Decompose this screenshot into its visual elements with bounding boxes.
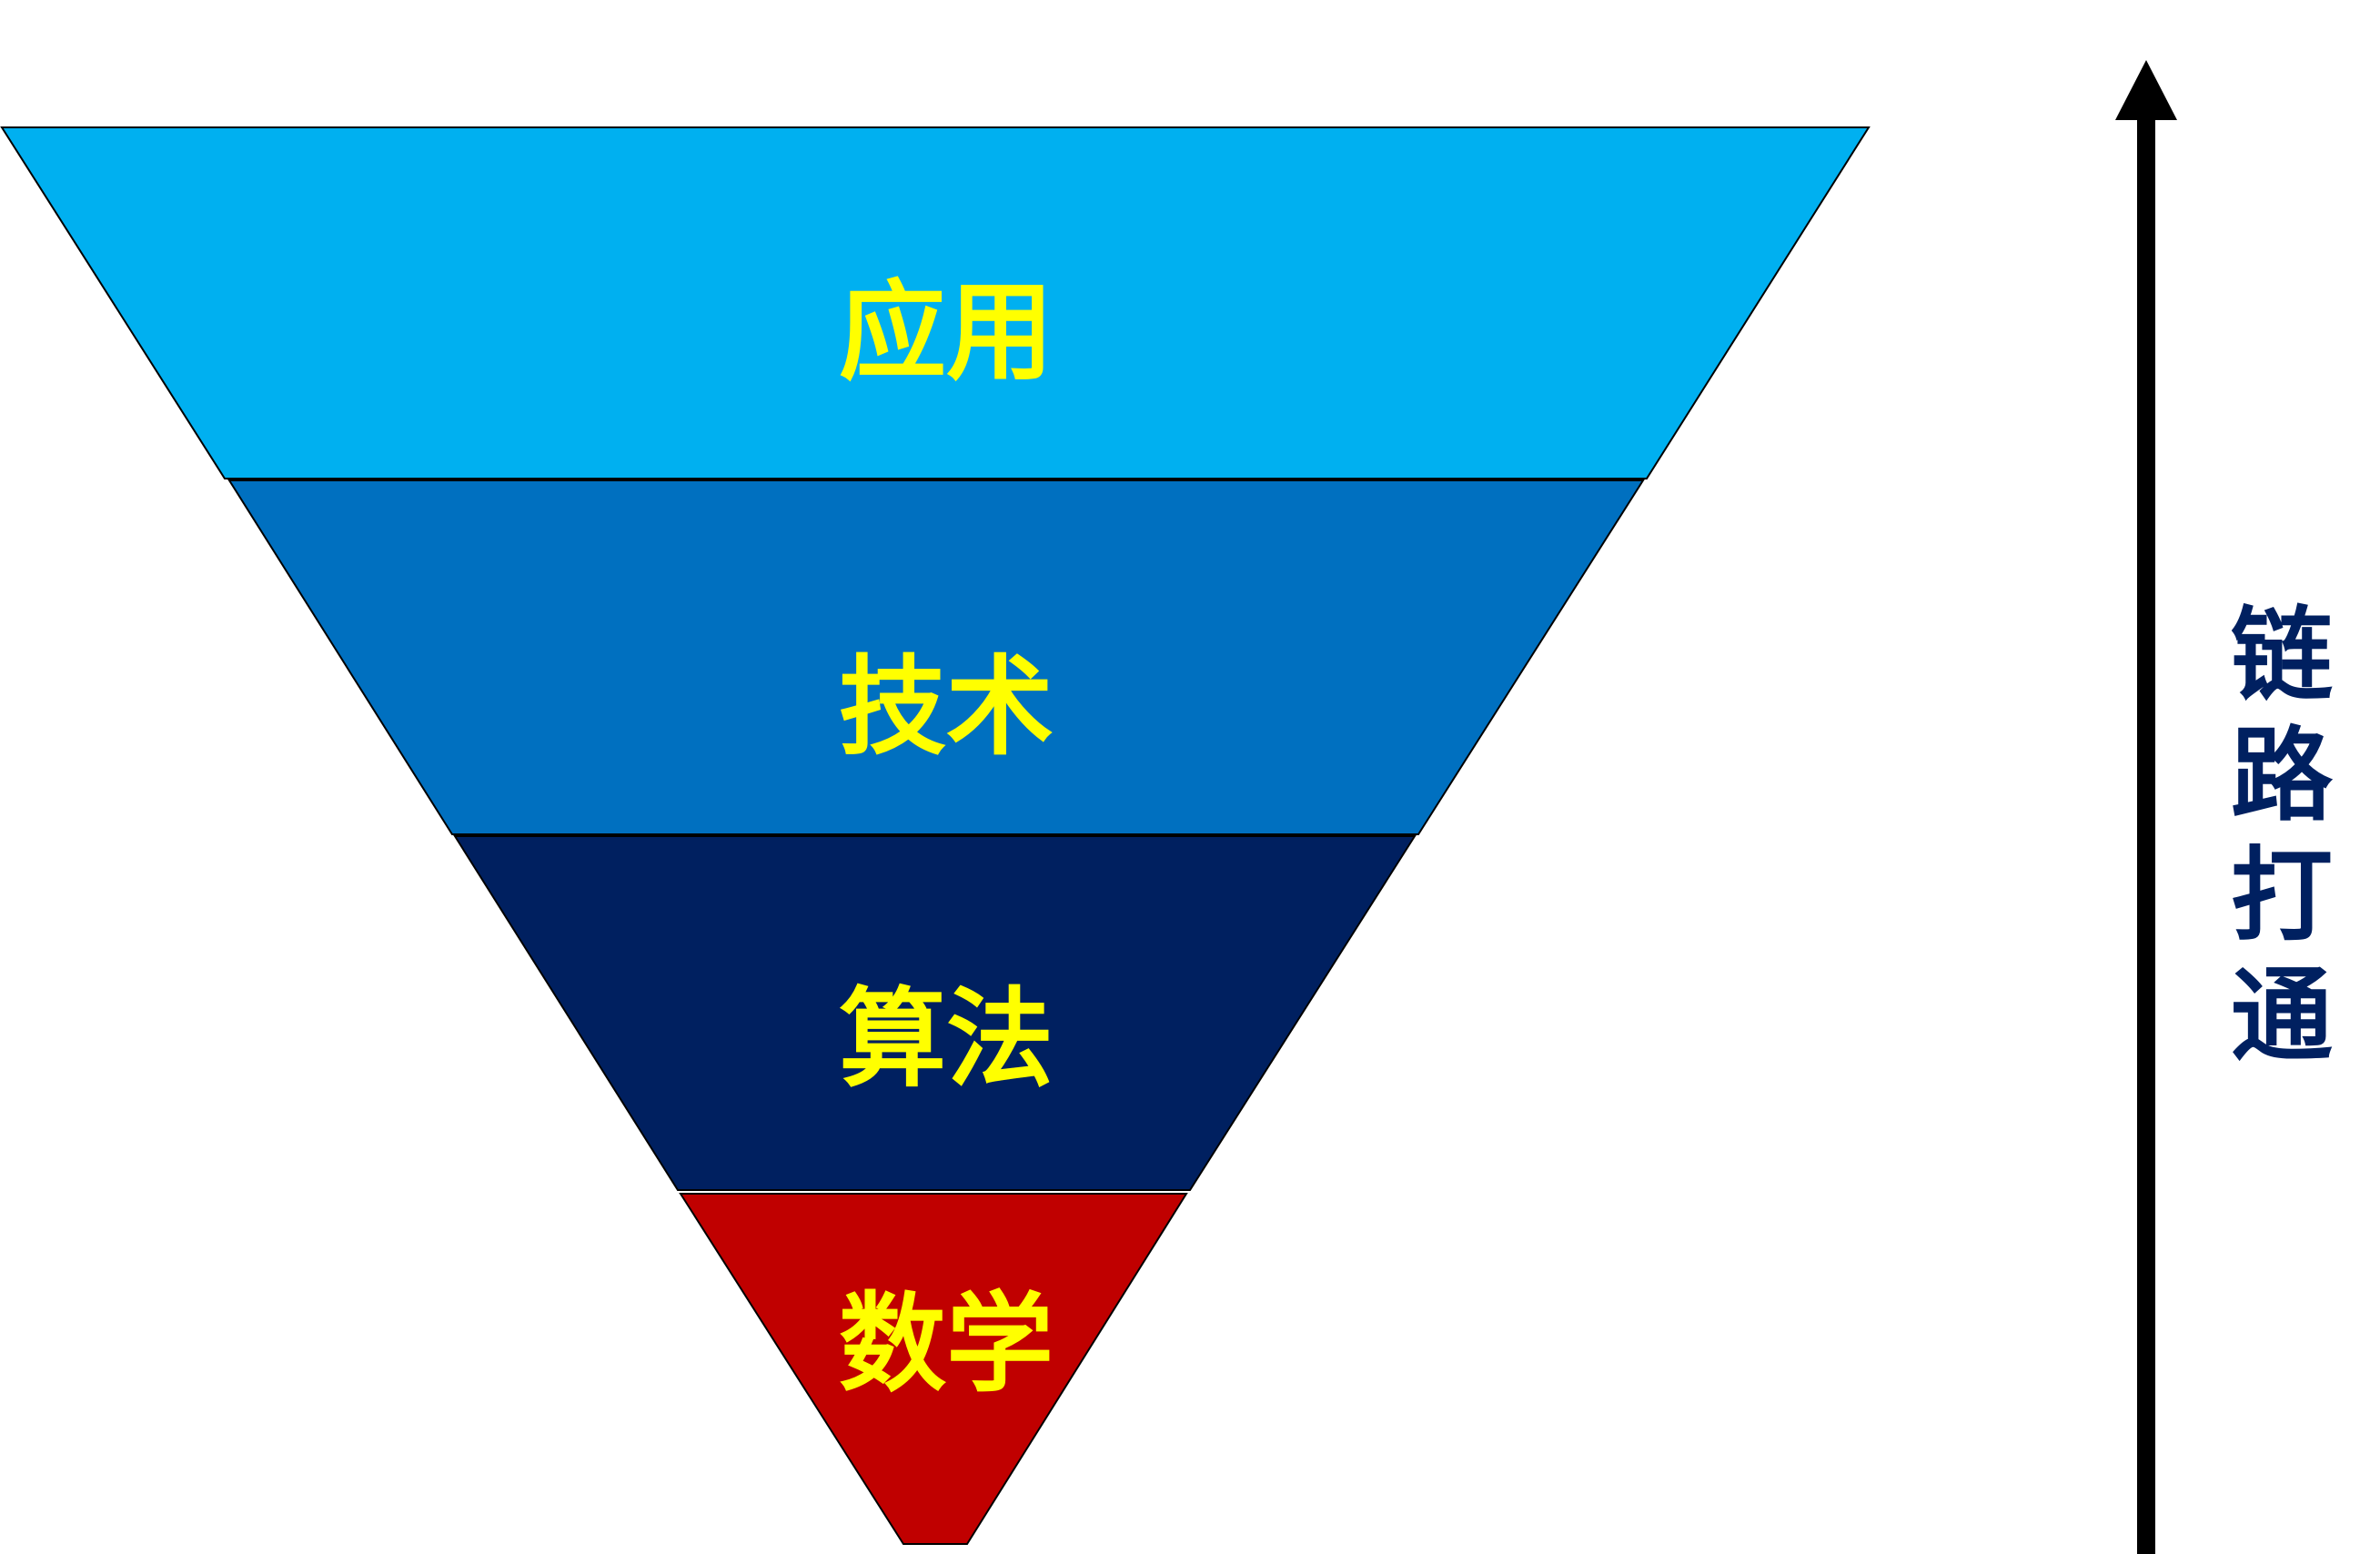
tier-algorithm-label: 算法: [838, 976, 1054, 1102]
side-label-char: 打: [2231, 837, 2333, 955]
tier-math-shape: [679, 1193, 1188, 1545]
tier-application-shape: [0, 126, 1871, 479]
tier-application-label: 应用: [838, 269, 1054, 395]
tier-math-label: 数学: [838, 1281, 1054, 1407]
side-arrow-label: 链 路 打 通: [2218, 596, 2345, 1076]
tier-technology-label: 技术: [838, 644, 1054, 770]
tier-algorithm-shape: [453, 835, 1417, 1191]
side-label-char: 路: [2231, 717, 2333, 835]
side-label-char: 链: [2231, 597, 2333, 715]
tier-technology-shape: [227, 479, 1645, 835]
arrow-up-icon: [2115, 60, 2177, 120]
side-label-char: 通: [2231, 957, 2333, 1075]
